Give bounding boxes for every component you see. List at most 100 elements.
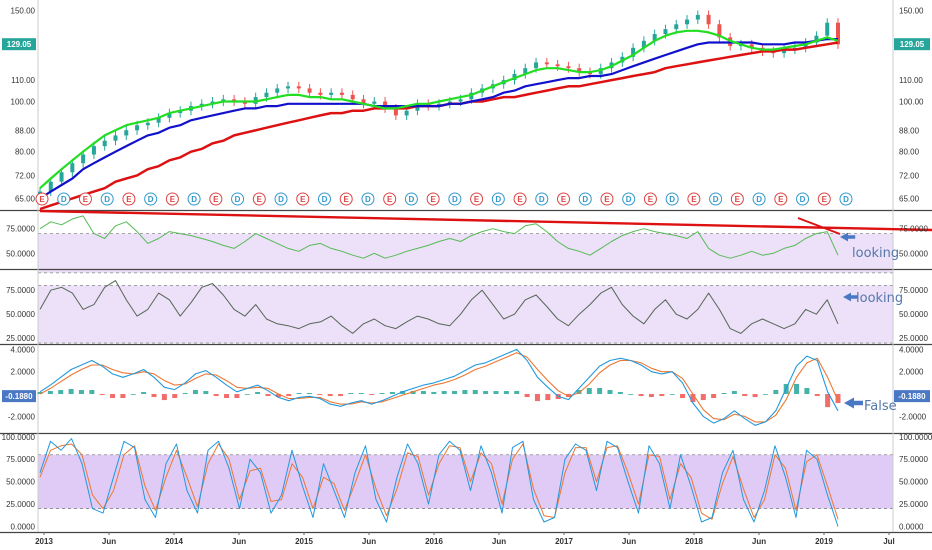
y-tick-left-price-0: 150.00 <box>11 6 36 15</box>
y-tick-left-rsi_short-2: 25.0000 <box>6 334 35 343</box>
event-marker-label-26: E <box>604 195 610 204</box>
x-tick-7: Jun <box>492 537 506 546</box>
event-marker-label-6: E <box>170 195 176 204</box>
macd-hist-bar-29 <box>338 394 344 397</box>
series-ma-mid <box>39 37 838 200</box>
candle-body-32 <box>383 101 388 109</box>
macd-hist-bar-20 <box>244 394 250 395</box>
macd-hist-bar-52 <box>576 390 582 395</box>
macd-hist-bar-21 <box>255 392 261 395</box>
macd-hist-bar-37 <box>420 391 426 395</box>
candle-body-25 <box>307 88 312 93</box>
event-marker-25 <box>578 192 592 206</box>
candle-body-26 <box>318 92 323 95</box>
macd-hist-bar-41 <box>462 390 468 395</box>
series-stoch-d <box>39 443 839 520</box>
event-marker-label-27: D <box>626 195 632 204</box>
candle-body-74 <box>836 22 840 45</box>
y-tick-right-price-2: 110.00 <box>899 76 923 85</box>
event-marker-32 <box>730 192 744 206</box>
event-marker-35 <box>796 192 810 206</box>
macd-hist-bar-0 <box>37 392 43 395</box>
macd-hist-bar-63 <box>690 394 696 403</box>
last-value-left-macd: -0.1880 <box>5 392 33 401</box>
macd-hist-bar-55 <box>607 390 613 395</box>
event-marker-label-22: E <box>517 195 523 204</box>
annotation-false: False <box>864 399 897 414</box>
candle-body-5 <box>91 146 96 155</box>
x-tick-12: 2019 <box>815 537 833 546</box>
macd-hist-bar-33 <box>379 393 385 395</box>
candle-body-60 <box>685 19 690 25</box>
x-tick-6: 2016 <box>425 537 443 546</box>
macd-hist-bar-43 <box>483 391 489 395</box>
event-marker-33 <box>752 192 766 206</box>
x-tick-8: 2017 <box>555 537 573 546</box>
last-value-right-macd: -0.1880 <box>898 392 926 401</box>
event-marker-label-11: D <box>278 195 284 204</box>
y-tick-right-macd-1: 2.0000 <box>899 368 924 377</box>
event-marker-label-29: D <box>669 195 675 204</box>
candle-body-72 <box>814 35 819 43</box>
candle-body-4 <box>81 154 86 164</box>
event-marker-label-2: E <box>83 195 89 204</box>
event-marker-18 <box>426 192 440 206</box>
event-marker-label-7: D <box>191 195 197 204</box>
event-marker-label-5: D <box>148 195 154 204</box>
y-tick-right-stoch-1: 75.0000 <box>899 455 928 464</box>
event-marker-label-1: D <box>61 195 67 204</box>
y-tick-left-rsi_short-1: 50.0000 <box>6 310 35 319</box>
trendline-long <box>39 209 932 232</box>
event-marker-label-18: E <box>430 195 436 204</box>
arrow-looking-1 <box>840 232 856 242</box>
candle-body-55 <box>631 47 636 57</box>
annotation-looking-1: looking <box>852 246 899 261</box>
event-marker-label-3: D <box>104 195 110 204</box>
y-tick-left-stoch-2: 50.0000 <box>6 478 35 487</box>
macd-hist-bar-57 <box>628 394 634 395</box>
candle-body-22 <box>275 88 280 93</box>
event-marker-label-12: E <box>300 195 306 204</box>
last-value-badge-left-macd <box>2 390 36 403</box>
macd-hist-bar-9 <box>130 394 136 395</box>
candle-body-28 <box>339 92 344 95</box>
event-marker-label-36: E <box>822 195 828 204</box>
event-marker-27 <box>622 192 636 206</box>
macd-hist-bar-38 <box>431 392 437 395</box>
x-tick-1: Jun <box>102 537 116 546</box>
macd-hist-bar-67 <box>731 391 737 395</box>
y-tick-right-stoch-4: 0.0000 <box>899 523 924 532</box>
event-marker-1 <box>57 192 71 206</box>
candle-body-63 <box>717 24 722 38</box>
candle-body-50 <box>577 68 582 73</box>
macd-hist-bar-34 <box>389 392 395 395</box>
macd-hist-bar-45 <box>503 391 509 395</box>
candle-body-69 <box>782 49 787 54</box>
macd-hist-bar-11 <box>151 394 157 398</box>
tick-layer: 150.00 150.00 129.05 129.05 110.00 110.00 100.… <box>2 6 932 546</box>
event-marker-14 <box>339 192 353 206</box>
arrow-false <box>844 397 863 409</box>
y-tick-left-price-6: 72.00 <box>15 171 36 180</box>
x-tick-13: Jul <box>883 537 895 546</box>
last-value-right-price: 129.05 <box>900 40 925 49</box>
candle-body-33 <box>393 108 398 116</box>
candle-body-23 <box>286 86 291 89</box>
event-marker-17 <box>404 192 418 206</box>
event-marker-30 <box>687 192 701 206</box>
candle-body-27 <box>329 92 334 95</box>
candle-body-13 <box>178 110 183 114</box>
event-marker-label-32: E <box>735 195 741 204</box>
candle-body-48 <box>555 64 560 67</box>
event-marker-31 <box>709 192 723 206</box>
event-marker-20 <box>470 192 484 206</box>
macd-hist-bar-31 <box>358 393 364 395</box>
y-tick-right-price-3: 100.00 <box>899 98 924 107</box>
event-marker-label-15: D <box>365 195 371 204</box>
event-marker-label-31: D <box>713 195 719 204</box>
macd-hist-bar-10 <box>141 392 147 395</box>
series-macd-line <box>39 348 839 426</box>
event-marker-26 <box>600 192 614 206</box>
macd-hist-bar-1 <box>47 391 53 395</box>
